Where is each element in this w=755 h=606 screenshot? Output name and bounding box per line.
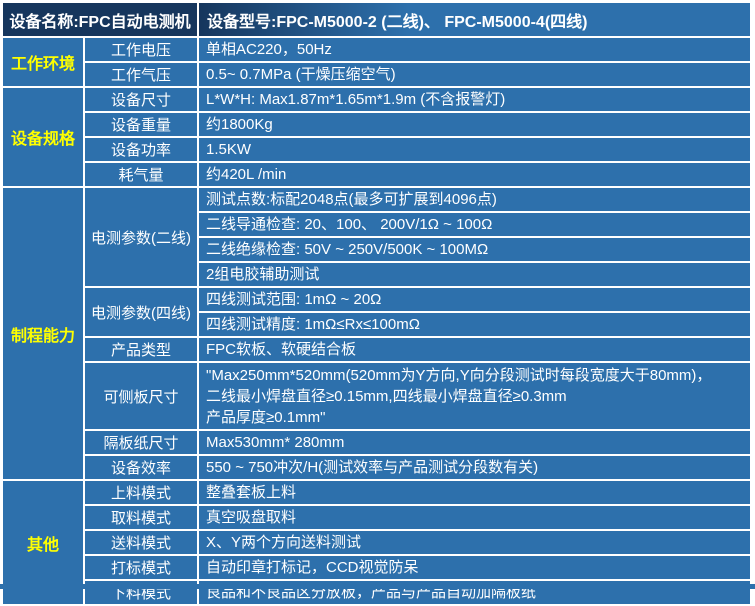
category-cell-device-spec: 设备规格 xyxy=(3,88,83,186)
value-cell: 二线绝缘检查: 50V ~ 250V/500K ~ 100MΩ xyxy=(199,238,750,261)
value-cell: 测试点数:标配2048点(最多可扩展到4096点) xyxy=(199,188,750,211)
table-row: 二线绝缘检查: 50V ~ 250V/500K ~ 100MΩ xyxy=(3,238,750,261)
table-row: 设备规格 设备尺寸 L*W*H: Max1.87m*1.65m*1.9m (不含… xyxy=(3,88,750,186)
table-row: 打标模式 自动印章打标记，CCD视觉防呆 xyxy=(3,556,750,579)
table-row: 工作环境 工作电压 单相AC220，50Hz xyxy=(3,38,750,86)
table-bottom-bar xyxy=(0,584,755,589)
param-cell: 送料模式 xyxy=(85,531,197,554)
table-row: 四线测试精度: 1mΩ≤Rx≤100mΩ xyxy=(3,313,750,336)
table-row: 制程能力 电测参数(二线) 测试点数:标配2048点(最多可扩展到4096点) xyxy=(3,188,750,479)
category-cell-process-capability: 制程能力 xyxy=(3,188,83,479)
param-cell-two-wire: 电测参数(二线) xyxy=(85,188,197,286)
param-cell: 产品类型 xyxy=(85,338,197,361)
value-cell: 单相AC220，50Hz xyxy=(199,38,750,61)
table-row: 其他 上料模式 整叠套板上料 xyxy=(3,481,750,604)
header-row: 设备名称:FPC自动电测机 设备型号:FPC-M5000-2 (二线)、 FPC… xyxy=(3,3,750,36)
device-model-header-cell: 设备型号:FPC-M5000-2 (二线)、 FPC-M5000-4(四线) xyxy=(199,3,750,36)
param-cell: 隔板纸尺寸 xyxy=(85,431,197,454)
table-row: 电测参数(四线) 四线测试范围: 1mΩ ~ 20Ω xyxy=(3,288,750,336)
table-row: 隔板纸尺寸 Max530mm* 280mm xyxy=(3,431,750,454)
param-cell: 设备尺寸 xyxy=(85,88,197,111)
device-name-header-cell: 设备名称:FPC自动电测机 xyxy=(3,3,197,36)
value-cell: 四线测试精度: 1mΩ≤Rx≤100mΩ xyxy=(199,313,750,336)
param-cell: 设备功率 xyxy=(85,138,197,161)
value-cell: 约1800Kg xyxy=(199,113,750,136)
param-cell: 工作电压 xyxy=(85,38,197,61)
value-cell: 自动印章打标记，CCD视觉防呆 xyxy=(199,556,750,579)
spec-sheet-page: { "header": { "device_name": "设备名称:FPC自动… xyxy=(0,3,755,604)
param-cell: 设备效率 xyxy=(85,456,197,479)
table-row: 可侧板尺寸 "Max250mm*520mm(520mm为Y方向,Y向分段测试时每… xyxy=(3,363,750,429)
param-cell: 取料模式 xyxy=(85,506,197,529)
param-cell: 工作气压 xyxy=(85,63,197,86)
param-cell: 设备重量 xyxy=(85,113,197,136)
param-cell-four-wire: 电测参数(四线) xyxy=(85,288,197,336)
table-row: 产品类型 FPC软板、软硬结合板 xyxy=(3,338,750,361)
value-cell: 550 ~ 750冲次/H(测试效率与产品测试分段数有关) xyxy=(199,456,750,479)
value-cell: X、Y两个方向送料测试 xyxy=(199,531,750,554)
category-cell-other: 其他 xyxy=(3,481,83,604)
param-cell: 可侧板尺寸 xyxy=(85,363,197,429)
table-row: 耗气量 约420L /min xyxy=(3,163,750,186)
table-row: 工作气压 0.5~ 0.7MPa (干燥压缩空气) xyxy=(3,63,750,86)
value-cell: 真空吸盘取料 xyxy=(199,506,750,529)
value-cell: Max530mm* 280mm xyxy=(199,431,750,454)
table-row: 设备效率 550 ~ 750冲次/H(测试效率与产品测试分段数有关) xyxy=(3,456,750,479)
value-cell: FPC软板、软硬结合板 xyxy=(199,338,750,361)
table-row: 送料模式 X、Y两个方向送料测试 xyxy=(3,531,750,554)
value-cell: 二线导通检查: 20、100、 200V/1Ω ~ 100Ω xyxy=(199,213,750,236)
value-cell: 整叠套板上料 xyxy=(199,481,750,504)
table-row: 取料模式 真空吸盘取料 xyxy=(3,506,750,529)
value-cell-multiline: "Max250mm*520mm(520mm为Y方向,Y向分段测试时每段宽度大于8… xyxy=(199,363,750,429)
table-row: 二线导通检查: 20、100、 200V/1Ω ~ 100Ω xyxy=(3,213,750,236)
param-cell: 上料模式 xyxy=(85,481,197,504)
value-cell: L*W*H: Max1.87m*1.65m*1.9m (不含报警灯) xyxy=(199,88,750,111)
value-cell: 四线测试范围: 1mΩ ~ 20Ω xyxy=(199,288,750,311)
value-cell: 1.5KW xyxy=(199,138,750,161)
category-cell-working-environment: 工作环境 xyxy=(3,38,83,86)
value-cell: 0.5~ 0.7MPa (干燥压缩空气) xyxy=(199,63,750,86)
table-row: 设备功率 1.5KW xyxy=(3,138,750,161)
param-cell: 耗气量 xyxy=(85,163,197,186)
table-row: 设备重量 约1800Kg xyxy=(3,113,750,136)
value-cell: 约420L /min xyxy=(199,163,750,186)
param-cell: 打标模式 xyxy=(85,556,197,579)
value-cell: 2组电胶辅助测试 xyxy=(199,263,750,286)
table-row: 2组电胶辅助测试 xyxy=(3,263,750,286)
